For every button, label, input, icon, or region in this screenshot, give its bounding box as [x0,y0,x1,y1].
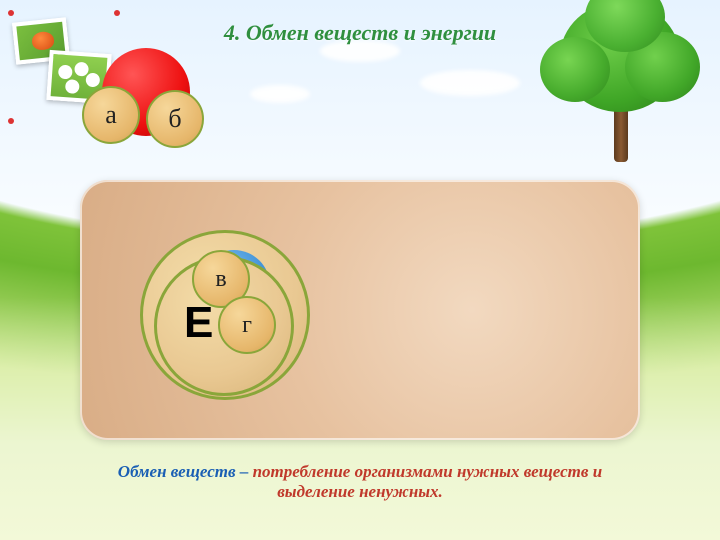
bubble-b-label: б [168,104,181,134]
footer-term: Обмен веществ [118,462,236,481]
decor-dot [8,118,14,124]
footer-def1: потребление организмами нужных веществ и [253,462,603,481]
bubble-a-label: а [105,100,117,130]
decor-dot [114,10,120,16]
bubble-g-label: г [242,312,252,339]
decor-dot [8,10,14,16]
slide-stage: 4. Обмен веществ и энергии а б Е в г Обм… [0,0,720,540]
bubble-v-label: в [215,266,226,293]
bubble-a: а [82,86,140,144]
slide-title: 4. Обмен веществ и энергии [0,20,720,46]
footer-dash: – [236,462,253,481]
title-text: 4. Обмен веществ и энергии [224,20,496,45]
footer-def2: выделение ненужных. [277,482,443,501]
cloud [250,85,310,103]
footer-text: Обмен веществ – потребление организмами … [0,462,720,502]
bubble-g: г [218,296,276,354]
bubble-b: б [146,90,204,148]
cloud [420,70,520,96]
